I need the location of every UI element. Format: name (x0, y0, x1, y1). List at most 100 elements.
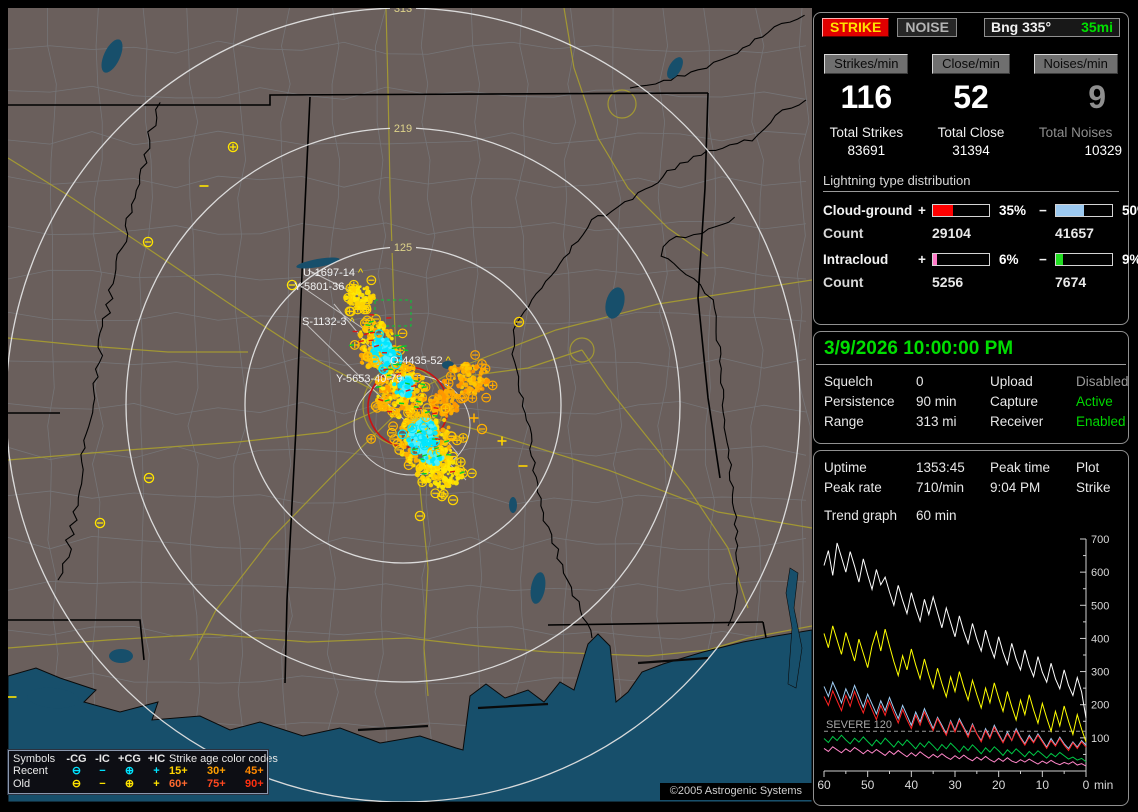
bearing-readout: Bng 335° 35mi (984, 18, 1120, 37)
total-value: 31394 (952, 143, 990, 158)
stat-column-1: Strikes/min 116 Total Strikes 83691 (814, 54, 919, 158)
svg-text:60: 60 (818, 778, 831, 792)
svg-text:Y-5653-40-79: Y-5653-40-79 (336, 373, 402, 385)
stat-header[interactable]: Noises/min (1033, 54, 1118, 74)
range-rings: 125 219 313 (8, 8, 801, 802)
rate-value: 116 (840, 79, 893, 115)
session-grid: Uptime 1353:45 Peak time Plot Peak rate 710/m… (814, 451, 1128, 495)
datetime-display: 3/9/2026 10:00:00 PM (824, 338, 1014, 359)
map-canvas[interactable]: 125 219 313 U-1697-14 ^ Y-5801-36 – S-1132-3 … (8, 8, 812, 802)
cell-labels: U-1697-14 ^ Y-5801-36 – S-1132-3 ^ O-4435-5… (294, 267, 452, 385)
strike-button[interactable]: STRIKE (822, 18, 890, 37)
svg-text:100: 100 (1091, 733, 1109, 745)
session-cell: Peak rate (824, 480, 882, 495)
lightning-map[interactable]: 125 219 313 U-1697-14 ^ Y-5801-36 – S-1132-3 … (7, 8, 812, 802)
svg-text:40: 40 (905, 778, 919, 792)
stat-header[interactable]: Strikes/min (824, 54, 909, 74)
distribution-count-row: Count 5256 7674 (823, 274, 1087, 290)
rate-value: 9 (1088, 79, 1106, 115)
toolbar: STRIKE NOISE Bng 335° 35mi (814, 13, 1128, 37)
total-value: 10329 (1084, 143, 1122, 158)
total-label: Total Strikes (829, 125, 904, 140)
svg-text:125: 125 (394, 242, 412, 254)
svg-text:200: 200 (1091, 700, 1109, 712)
status-cell: Active (1076, 394, 1113, 409)
divider (816, 364, 1126, 365)
status-cell: Persistence (824, 394, 895, 409)
status-cell: 0 (916, 374, 924, 389)
plus-bar (932, 253, 990, 266)
session-cell: Peak time (990, 460, 1051, 475)
rate-value: 52 (953, 79, 989, 115)
plus-bar (932, 204, 990, 217)
distribution-title: Lightning type distribution (823, 173, 1119, 192)
svg-text:30: 30 (948, 778, 962, 792)
svg-text:313: 313 (394, 8, 412, 15)
cell-tracking-box (374, 299, 412, 327)
svg-text:600: 600 (1091, 567, 1109, 579)
distribution-count-row: Count 29104 41657 (823, 225, 1094, 241)
svg-text:400: 400 (1091, 633, 1109, 645)
stat-column-3: Noises/min 9 Total Noises 10329 (1023, 54, 1128, 158)
bearing-label: Bng 335° (991, 19, 1052, 35)
rate-stats: Strikes/min 116 Total Strikes 83691 Close/mi… (814, 54, 1128, 158)
total-value: 83691 (847, 143, 886, 158)
svg-text:S-1132-3 ^: S-1132-3 ^ (302, 316, 355, 328)
status-cell: Receiver (990, 414, 1044, 429)
trend-graph-value: 60 min (916, 508, 957, 523)
svg-text:min: min (1094, 778, 1113, 792)
session-panel: Uptime 1353:45 Peak time Plot Peak rate 710/m… (813, 450, 1129, 806)
svg-text:SEVERE 120: SEVERE 120 (826, 719, 892, 731)
svg-text:10: 10 (1036, 778, 1050, 792)
isolated-strikes (8, 141, 528, 698)
bearing-range: 35mi (1081, 19, 1113, 35)
total-label: Total Close (937, 125, 1005, 140)
svg-text:O-4435-52 ^: O-4435-52 ^ (390, 355, 452, 367)
minus-bar (1055, 204, 1113, 217)
status-cell: Upload (990, 374, 1033, 389)
status-cell: Squelch (824, 374, 873, 389)
status-grid: Squelch 0 Upload Disabled Persistence 90 min C… (814, 365, 1129, 429)
county-lines (8, 8, 811, 802)
stats-panel: STRIKE NOISE Bng 335° 35mi Strikes/min 11… (813, 12, 1138, 325)
svg-text:U-1697-14 ^: U-1697-14 ^ (303, 267, 364, 279)
status-cell: 313 mi (916, 414, 957, 429)
session-cell: Plot (1076, 460, 1100, 475)
trend-graph-row: Trend graph 60 min (814, 495, 1128, 523)
session-cell: 710/min (916, 480, 965, 495)
session-cell: Strike (1076, 480, 1111, 495)
svg-text:300: 300 (1091, 667, 1109, 679)
status-cell: Capture (990, 394, 1039, 409)
trend-graph-label: Trend graph (824, 508, 898, 523)
distribution-row: Intracloud+6%−9% (823, 252, 1138, 267)
distribution-section: Lightning type distribution Cloud-ground… (814, 173, 1138, 290)
session-cell: 1353:45 (916, 460, 965, 475)
status-panel: 3/9/2026 10:00:00 PM Squelch 0 Upload Disab… (813, 331, 1129, 444)
minus-bar (1055, 253, 1113, 266)
map-legend: Symbols -CG -IC +CG +IC Strike age color code… (7, 748, 278, 795)
stat-column-2: Close/min 52 Total Close 31394 (919, 54, 1024, 158)
svg-text:Y-5801-36 –: Y-5801-36 – (294, 281, 354, 293)
rivers (57, 14, 807, 639)
total-label: Total Noises (1038, 125, 1113, 140)
noise-button[interactable]: NOISE (897, 18, 957, 37)
status-cell: Enabled (1076, 414, 1126, 429)
svg-text:500: 500 (1091, 600, 1109, 612)
stat-header[interactable]: Close/min (932, 54, 1010, 74)
strike-cluster (343, 275, 498, 502)
state-borders (8, 92, 769, 684)
status-cell: Disabled (1076, 374, 1129, 389)
distribution-row: Cloud-ground+35%−50% (823, 203, 1138, 218)
svg-text:50: 50 (861, 778, 875, 792)
status-cell: 90 min (916, 394, 957, 409)
session-cell: 9:04 PM (990, 480, 1041, 495)
session-cell: Uptime (824, 460, 867, 475)
svg-text:0: 0 (1083, 778, 1090, 792)
status-cell: Range (824, 414, 864, 429)
svg-text:20: 20 (992, 778, 1006, 792)
svg-text:219: 219 (394, 123, 412, 135)
copyright-text: ©2005 Astrogenic Systems (659, 783, 812, 800)
svg-text:700: 700 (1091, 535, 1109, 546)
